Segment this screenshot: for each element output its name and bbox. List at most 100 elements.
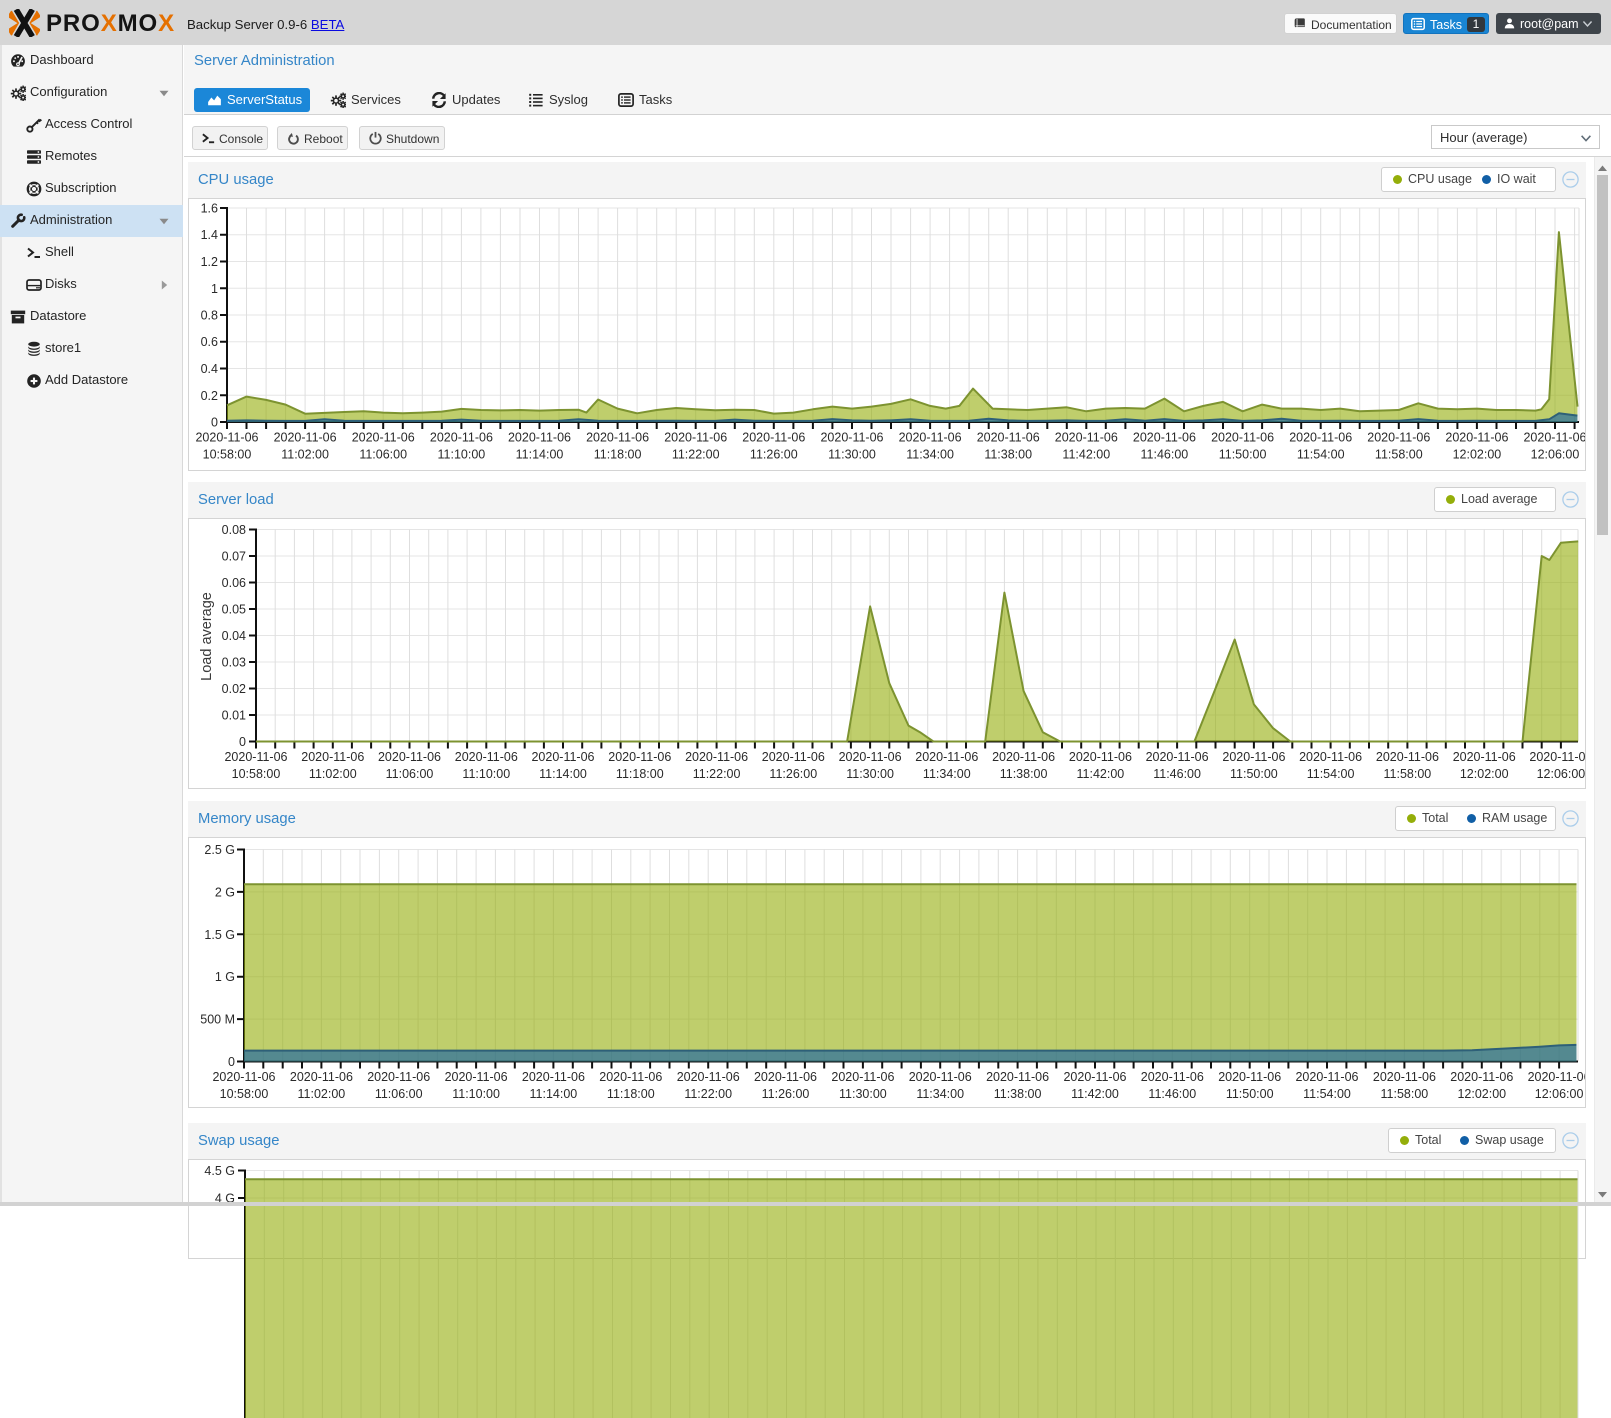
svg-text:11:38:00: 11:38:00: [994, 1087, 1042, 1101]
svg-text:11:46:00: 11:46:00: [1148, 1087, 1196, 1101]
svg-text:12:06:00: 12:06:00: [1535, 1087, 1584, 1101]
svg-text:11:10:00: 11:10:00: [462, 767, 510, 781]
svg-text:11:14:00: 11:14:00: [516, 448, 564, 462]
svg-text:11:46:00: 11:46:00: [1153, 767, 1201, 781]
svg-text:2020-11-06: 2020-11-06: [986, 1070, 1049, 1084]
svg-text:11:54:00: 11:54:00: [1297, 448, 1345, 462]
svg-text:10:58:00: 10:58:00: [232, 767, 281, 781]
svg-text:11:18:00: 11:18:00: [594, 448, 642, 462]
svg-text:2020-11-06: 2020-11-06: [352, 431, 415, 445]
svg-text:2020-11-06: 2020-11-06: [1295, 1070, 1358, 1084]
svg-text:11:42:00: 11:42:00: [1077, 767, 1125, 781]
svg-text:11:14:00: 11:14:00: [539, 767, 587, 781]
svg-text:2020-11-06: 2020-11-06: [212, 1070, 275, 1084]
svg-text:11:50:00: 11:50:00: [1219, 448, 1267, 462]
svg-text:2020-11-06: 2020-11-06: [1063, 1070, 1126, 1084]
svg-text:2020-11-06: 2020-11-06: [1069, 750, 1132, 764]
svg-text:10:58:00: 10:58:00: [220, 1087, 269, 1101]
svg-text:2020-11-06: 2020-11-06: [1055, 431, 1118, 445]
svg-text:2020-11-06: 2020-11-06: [1146, 750, 1209, 764]
svg-text:2020-11-06: 2020-11-06: [1523, 431, 1585, 445]
svg-text:0.05: 0.05: [222, 603, 246, 617]
svg-text:2020-11-06: 2020-11-06: [224, 750, 287, 764]
svg-text:2020-11-06: 2020-11-06: [455, 750, 518, 764]
svg-text:0.08: 0.08: [222, 523, 246, 537]
svg-text:2020-11-06: 2020-11-06: [378, 750, 441, 764]
svg-text:11:58:00: 11:58:00: [1384, 767, 1432, 781]
svg-text:12:02:00: 12:02:00: [1457, 1087, 1506, 1101]
svg-text:2020-11-06: 2020-11-06: [831, 1070, 894, 1084]
svg-text:2020-11-06: 2020-11-06: [839, 750, 902, 764]
svg-text:11:46:00: 11:46:00: [1141, 448, 1189, 462]
svg-text:2020-11-06: 2020-11-06: [977, 431, 1040, 445]
svg-text:12:06:00: 12:06:00: [1537, 767, 1585, 781]
svg-text:11:06:00: 11:06:00: [359, 448, 407, 462]
svg-text:2020-11-06: 2020-11-06: [1211, 431, 1274, 445]
svg-text:11:22:00: 11:22:00: [684, 1087, 732, 1101]
svg-text:1: 1: [211, 282, 218, 296]
svg-text:1.5 G: 1.5 G: [204, 928, 235, 942]
svg-text:11:02:00: 11:02:00: [309, 767, 357, 781]
svg-text:2020-11-06: 2020-11-06: [586, 431, 649, 445]
svg-text:2020-11-06: 2020-11-06: [915, 750, 978, 764]
svg-text:2020-11-06: 2020-11-06: [820, 431, 883, 445]
svg-text:11:34:00: 11:34:00: [916, 1087, 964, 1101]
svg-text:2020-11-06: 2020-11-06: [195, 431, 258, 445]
svg-text:11:38:00: 11:38:00: [984, 448, 1032, 462]
svg-text:11:50:00: 11:50:00: [1230, 767, 1278, 781]
svg-text:2020-11-06: 2020-11-06: [522, 1070, 585, 1084]
svg-text:0.04: 0.04: [222, 629, 246, 643]
svg-text:2020-11-06: 2020-11-06: [1141, 1070, 1204, 1084]
svg-text:11:42:00: 11:42:00: [1062, 448, 1110, 462]
svg-text:11:54:00: 11:54:00: [1307, 767, 1355, 781]
svg-text:2020-11-06: 2020-11-06: [1450, 1070, 1513, 1084]
svg-text:2020-11-06: 2020-11-06: [301, 750, 364, 764]
svg-text:2020-11-06: 2020-11-06: [909, 1070, 972, 1084]
svg-text:11:06:00: 11:06:00: [386, 767, 434, 781]
svg-text:11:02:00: 11:02:00: [298, 1087, 346, 1101]
svg-text:0: 0: [239, 735, 246, 749]
svg-text:11:30:00: 11:30:00: [828, 448, 876, 462]
svg-text:2020-11-06: 2020-11-06: [445, 1070, 508, 1084]
svg-text:2020-11-06: 2020-11-06: [1453, 750, 1516, 764]
svg-text:11:22:00: 11:22:00: [693, 767, 741, 781]
svg-text:2020-11-06: 2020-11-06: [685, 750, 748, 764]
svg-text:11:06:00: 11:06:00: [375, 1087, 423, 1101]
svg-text:2.5 G: 2.5 G: [204, 843, 235, 857]
svg-text:11:22:00: 11:22:00: [672, 448, 720, 462]
svg-text:2020-11-06: 2020-11-06: [599, 1070, 662, 1084]
svg-text:11:34:00: 11:34:00: [923, 767, 971, 781]
svg-text:2020-11-06: 2020-11-06: [608, 750, 671, 764]
svg-text:2020-11-06: 2020-11-06: [1289, 431, 1352, 445]
svg-text:11:38:00: 11:38:00: [1000, 767, 1048, 781]
svg-text:2020-11-06: 2020-11-06: [1367, 431, 1430, 445]
svg-text:2020-11-06: 2020-11-06: [1373, 1070, 1436, 1084]
svg-text:11:30:00: 11:30:00: [839, 1087, 887, 1101]
svg-text:11:18:00: 11:18:00: [616, 767, 664, 781]
svg-text:2020-11-06: 2020-11-06: [274, 431, 337, 445]
svg-text:0.06: 0.06: [222, 576, 246, 590]
svg-text:500 M: 500 M: [200, 1013, 235, 1027]
svg-text:0.01: 0.01: [222, 709, 246, 723]
svg-text:11:42:00: 11:42:00: [1071, 1087, 1119, 1101]
svg-text:2020-11-06: 2020-11-06: [1133, 431, 1196, 445]
svg-text:1.6: 1.6: [201, 202, 218, 216]
svg-text:2020-11-06: 2020-11-06: [430, 431, 493, 445]
svg-text:2020-11-06: 2020-11-06: [290, 1070, 353, 1084]
svg-text:11:26:00: 11:26:00: [762, 1087, 810, 1101]
svg-text:Load average: Load average: [199, 592, 215, 681]
svg-text:11:34:00: 11:34:00: [906, 448, 954, 462]
svg-text:2020-11-06: 2020-11-06: [899, 431, 962, 445]
svg-text:0: 0: [211, 416, 218, 430]
svg-text:11:26:00: 11:26:00: [750, 448, 798, 462]
svg-text:0.07: 0.07: [222, 550, 246, 564]
svg-text:11:14:00: 11:14:00: [530, 1087, 578, 1101]
svg-text:2020-11-06: 2020-11-06: [1529, 750, 1585, 764]
svg-text:2020-11-06: 2020-11-06: [1218, 1070, 1281, 1084]
svg-text:2020-11-06: 2020-11-06: [1445, 431, 1508, 445]
svg-text:0.02: 0.02: [222, 682, 246, 696]
svg-text:1 G: 1 G: [215, 970, 235, 984]
svg-text:0.8: 0.8: [201, 309, 218, 323]
svg-text:11:30:00: 11:30:00: [846, 767, 894, 781]
svg-text:2 G: 2 G: [215, 885, 235, 899]
